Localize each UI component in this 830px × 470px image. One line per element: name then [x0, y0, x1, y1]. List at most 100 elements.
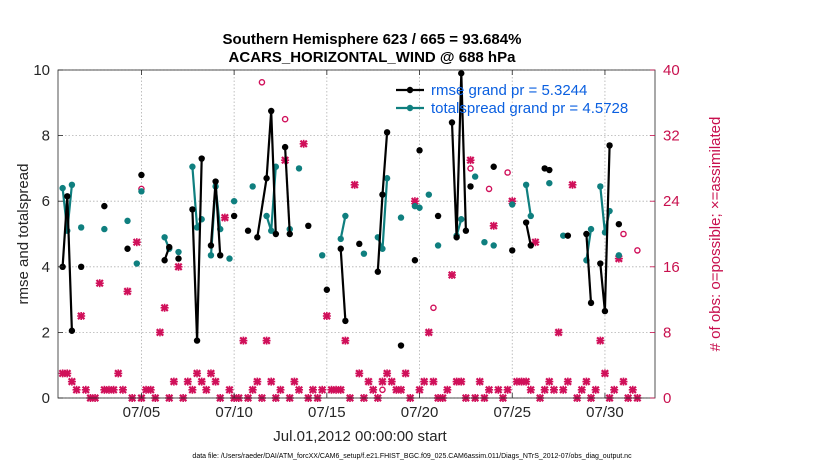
- obs-assimilated-point: [503, 385, 512, 394]
- obs-assimilated-point: [155, 328, 164, 337]
- obs-assimilated-point: [77, 312, 86, 320]
- obs-assimilated-point: [378, 377, 387, 386]
- rmse-point: [68, 327, 76, 334]
- totalspread-point: [546, 179, 553, 187]
- obs-assimilated-point: [475, 377, 484, 386]
- obs-possible-point: [430, 304, 437, 312]
- obs-assimilated-point: [114, 369, 123, 378]
- rmse-point: [342, 317, 349, 325]
- obs-assimilated-point: [610, 385, 619, 394]
- legend-rmse-marker: [406, 86, 414, 94]
- obs-assimilated-point: [526, 385, 535, 394]
- obs-assimilated-point: [489, 221, 498, 230]
- totalspread-point: [175, 248, 182, 256]
- rmse-point: [138, 171, 145, 179]
- rmse-point: [286, 230, 293, 238]
- y-tick-label-right: 16: [663, 259, 680, 276]
- obs-assimilated-point: [225, 385, 234, 394]
- rmse-point: [462, 227, 470, 234]
- rmse-point: [411, 257, 419, 264]
- y-axis-label-right: # of obs: o=possible; ×=assimilated: [707, 117, 724, 352]
- rmse-point: [356, 240, 363, 248]
- obs-assimilated-point: [295, 385, 304, 394]
- obs-assimilated-point: [67, 377, 76, 386]
- rmse-point: [230, 212, 238, 220]
- x-tick-label: 07/20: [401, 404, 439, 421]
- x-tick-label: 07/25: [493, 404, 531, 421]
- obs-assimilated-point: [619, 377, 628, 386]
- obs-assimilated-point: [239, 336, 248, 345]
- rmse-line-segment: [339, 248, 347, 321]
- obs-assimilated-point: [336, 385, 345, 394]
- rmse-point: [587, 299, 595, 307]
- totalspread-point: [230, 198, 238, 205]
- totalspread-point: [560, 232, 567, 239]
- obs-assimilated-point: [95, 279, 104, 288]
- rmse-point: [305, 222, 312, 229]
- totalspread-point: [383, 175, 391, 182]
- y-tick-label-right: 8: [663, 324, 671, 341]
- rmse-point: [323, 286, 331, 293]
- obs-possible-point: [379, 386, 386, 394]
- obs-assimilated-point: [63, 369, 72, 378]
- totalspread-point: [416, 204, 423, 211]
- obs-assimilated-point: [429, 377, 438, 386]
- totalspread-point: [397, 214, 405, 221]
- obs-assimilated-point: [308, 385, 317, 394]
- x-tick-label: 07/05: [123, 404, 161, 421]
- obs-assimilated-point: [364, 377, 373, 386]
- obs-assimilated-point: [132, 238, 141, 247]
- rmse-point: [193, 337, 201, 344]
- rmse-point: [606, 142, 613, 149]
- totalspread-point: [193, 224, 201, 231]
- obs-assimilated-point: [383, 369, 392, 378]
- obs-assimilated-point: [545, 377, 554, 386]
- rmse-point: [546, 166, 553, 174]
- chart-title-line1: Southern Hemisphere 623 / 665 = 93.684%: [223, 31, 522, 48]
- tick-layer: 07/05 07/10 07/15 07/20 07/25 07/300246810081…: [33, 62, 679, 421]
- totalspread-point: [268, 227, 275, 234]
- plot-area: [58, 70, 655, 398]
- obs-assimilated-point: [355, 369, 364, 378]
- rmse-point: [490, 163, 497, 170]
- rmse-point: [64, 193, 71, 200]
- legend-spread-marker: [406, 104, 414, 112]
- obs-assimilated-point: [582, 377, 591, 386]
- totalspread-point: [522, 181, 530, 188]
- x-axis-label: Jul.01,2012 00:00:00 start: [273, 428, 447, 445]
- obs-assimilated-point: [267, 377, 276, 386]
- y-tick-label-right: 32: [663, 128, 680, 145]
- rmse-point: [77, 263, 85, 270]
- totalspread-point: [527, 212, 534, 220]
- y-tick-label-left: 6: [42, 193, 50, 210]
- rmse-point: [263, 175, 270, 182]
- obs-assimilated-point: [420, 377, 429, 386]
- obs-assimilated-point: [174, 262, 183, 271]
- rmse-point: [374, 268, 382, 275]
- rmse-point: [161, 257, 168, 264]
- obs-assimilated-point: [318, 385, 327, 394]
- x-tick-label: 07/10: [215, 404, 253, 421]
- rmse-point: [175, 255, 182, 262]
- obs-assimilated-point: [494, 385, 503, 394]
- obs-assimilated-point: [396, 385, 405, 394]
- totalspread-point: [587, 225, 595, 233]
- obs-assimilated-point: [276, 385, 285, 394]
- obs-assimilated-point: [188, 385, 197, 394]
- totalspread-point: [295, 165, 303, 172]
- rmse-point: [416, 147, 423, 154]
- obs-assimilated-point: [628, 385, 637, 394]
- y-tick-label-left: 2: [42, 324, 50, 341]
- obs-assimilated-point: [262, 336, 271, 345]
- rmse-point: [212, 178, 219, 185]
- rmse-point: [281, 143, 289, 151]
- obs-assimilated-point: [211, 377, 220, 386]
- rmse-point: [383, 129, 391, 136]
- obs-assimilated-point: [299, 139, 308, 148]
- y-axis-label-left: rmse and totalspread: [15, 164, 32, 305]
- rmse-point: [254, 234, 261, 241]
- obs-possible-point: [504, 169, 511, 176]
- obs-assimilated-point: [457, 377, 466, 386]
- totalspread-point: [263, 212, 270, 220]
